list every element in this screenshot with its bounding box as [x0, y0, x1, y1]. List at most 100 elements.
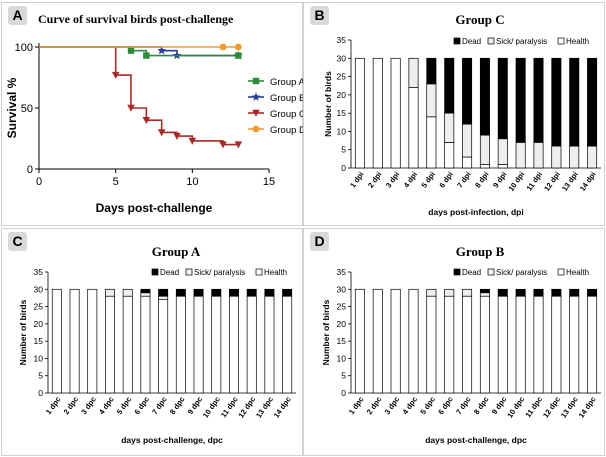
bar-segment-health: [426, 295, 437, 394]
bar-4-dpi: [408, 57, 419, 169]
panel-letter-b: B: [310, 6, 329, 25]
chart-title: Group A: [152, 244, 201, 259]
legend-swatch: [453, 268, 461, 276]
x-tick-label: 13 dpi: [560, 170, 580, 193]
legend-label: Group D: [270, 125, 306, 136]
y-tick-label: 0: [27, 164, 33, 176]
bar-2-dpi: [372, 57, 383, 169]
bar-segment-sick-paralysis: [462, 123, 473, 158]
legend-swatch: [557, 37, 565, 45]
bar-6-dpc: [444, 288, 455, 394]
data-point: [234, 141, 243, 149]
x-tick-label: 1 dpc: [44, 395, 63, 416]
bar-segment-health: [69, 288, 80, 394]
y-tick-label: 20: [337, 90, 347, 100]
bar-segment-health: [193, 295, 204, 394]
bar-segment-health: [426, 116, 437, 169]
bar-segment-dead: [211, 288, 222, 297]
bar-segment-dead: [246, 288, 257, 297]
bar-segment-health: [551, 295, 562, 394]
y-axis-label: Number of birds: [18, 299, 28, 365]
y-tick-label: 15: [337, 336, 347, 346]
legend-swatch: [255, 268, 263, 276]
chart-title: Group B: [456, 244, 505, 259]
group-c-bar-chart: Group C Dead Sick/ paralysis Health 0 5 10 15 20…: [323, 12, 601, 217]
bar-segment-health: [462, 156, 473, 169]
y-tick-label: 10: [337, 353, 347, 363]
panel-c-group-a: C Group A Dead Sick/ paralysis Health 0 5 10 15…: [1, 228, 303, 456]
y-axis-label: Number of birds: [323, 71, 333, 137]
legend-label: Dead: [160, 268, 179, 277]
bar-segment-health: [51, 288, 62, 394]
y-tick-label: 35: [34, 267, 44, 277]
bar-segment-sick-paralysis: [462, 288, 473, 297]
bar-segment-health: [264, 295, 275, 394]
y-tick-label: 35: [337, 267, 347, 277]
x-tick-label: 10 dpc: [505, 395, 526, 420]
legend-marker: [252, 77, 260, 85]
legend-item-sick-paralysis: Sick/ paralysis: [487, 37, 547, 46]
bar-segment-health: [479, 163, 490, 169]
legend-item-health: Health: [557, 37, 589, 46]
y-tick-label: 30: [337, 284, 347, 294]
series-line: [39, 46, 239, 57]
bar-segment-dead: [515, 288, 526, 297]
y-tick-label: 20: [337, 319, 347, 329]
bar-segment-sick-paralysis: [569, 145, 580, 169]
x-tick-label: 8 dpc: [168, 395, 187, 416]
x-tick-label: 7 dpc: [150, 395, 169, 416]
y-axis-label: Number of birds: [321, 299, 331, 365]
y-tick-label: 50: [21, 103, 33, 115]
x-tick-label: 5 dpi: [420, 170, 437, 190]
x-tick-label: 14 dpc: [577, 395, 598, 420]
bar-segment-health: [175, 295, 186, 394]
series-group-c: [39, 46, 243, 149]
bar-segment-dead: [229, 288, 239, 297]
bar-segment-sick-paralysis: [444, 288, 455, 297]
y-tick-label: 15: [34, 336, 44, 346]
y-tick-label: 0: [38, 388, 43, 398]
legend-marker: [251, 92, 261, 101]
bar-segment-dead: [175, 288, 186, 297]
bar-14-dpc: [587, 288, 598, 394]
x-tick-label: 8 dpc: [472, 395, 491, 416]
x-tick-label: 10 dpc: [201, 395, 222, 420]
x-tick-label: 14 dpi: [578, 170, 598, 193]
bar-6-dpi: [444, 57, 455, 169]
bar-segment-health: [158, 299, 169, 394]
x-tick-label: 4 dpi: [402, 170, 419, 190]
x-tick-label: 7 dpc: [454, 395, 473, 416]
legend-marker: [252, 125, 260, 133]
bar-6-dpc: [140, 288, 151, 394]
x-tick-label: 4 dpc: [97, 395, 116, 416]
series-line: [39, 46, 239, 146]
x-axis-label: days post-challenge, dpc: [425, 435, 527, 445]
bar-segment-health: [140, 295, 151, 394]
bar-segment-sick-paralysis: [479, 134, 490, 165]
x-tick-label: 6 dpi: [437, 170, 454, 190]
bar-segment-dead: [587, 288, 598, 297]
bar-10-dpc: [515, 288, 526, 394]
bar-segment-dead: [444, 57, 455, 114]
legend-swatch: [557, 268, 565, 276]
legend-label: Group C: [270, 109, 306, 120]
bar-segment-health: [497, 295, 508, 394]
legend-swatch: [453, 37, 461, 45]
chart-title: Curve of survival birds post-challenge: [38, 12, 234, 26]
bar-10-dpi: [515, 57, 526, 169]
legend-item-sick-paralysis: Sick/ paralysis: [185, 268, 245, 277]
survival-chart: Curve of survival birds post-challenge 0 5…: [5, 12, 306, 215]
x-tick-label: 10: [186, 176, 198, 188]
legend-item-dead: Dead: [151, 268, 179, 277]
panel-letter-c: C: [8, 232, 27, 251]
data-point: [111, 71, 120, 79]
bar-5-dpc: [426, 288, 437, 394]
x-tick-label: 1 dpi: [348, 170, 365, 190]
bar-segment-sick-paralysis: [426, 83, 437, 118]
bar-segment-dead: [533, 57, 544, 143]
y-tick-label: 30: [34, 284, 44, 294]
bar-segment-dead: [551, 288, 562, 297]
legend-label: Sick/ paralysis: [496, 268, 547, 277]
y-axis-label: Survival %: [5, 77, 19, 138]
bar-14-dpi: [587, 57, 598, 169]
